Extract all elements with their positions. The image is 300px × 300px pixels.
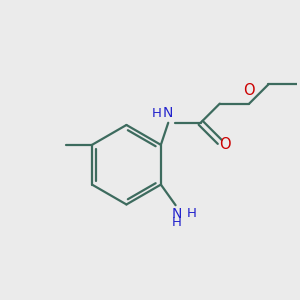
Text: O: O: [243, 83, 255, 98]
Text: N: N: [172, 207, 182, 221]
Text: N: N: [163, 106, 173, 120]
Text: O: O: [219, 137, 231, 152]
Text: H: H: [172, 216, 182, 230]
Text: H: H: [152, 107, 162, 120]
Text: H: H: [187, 207, 197, 220]
